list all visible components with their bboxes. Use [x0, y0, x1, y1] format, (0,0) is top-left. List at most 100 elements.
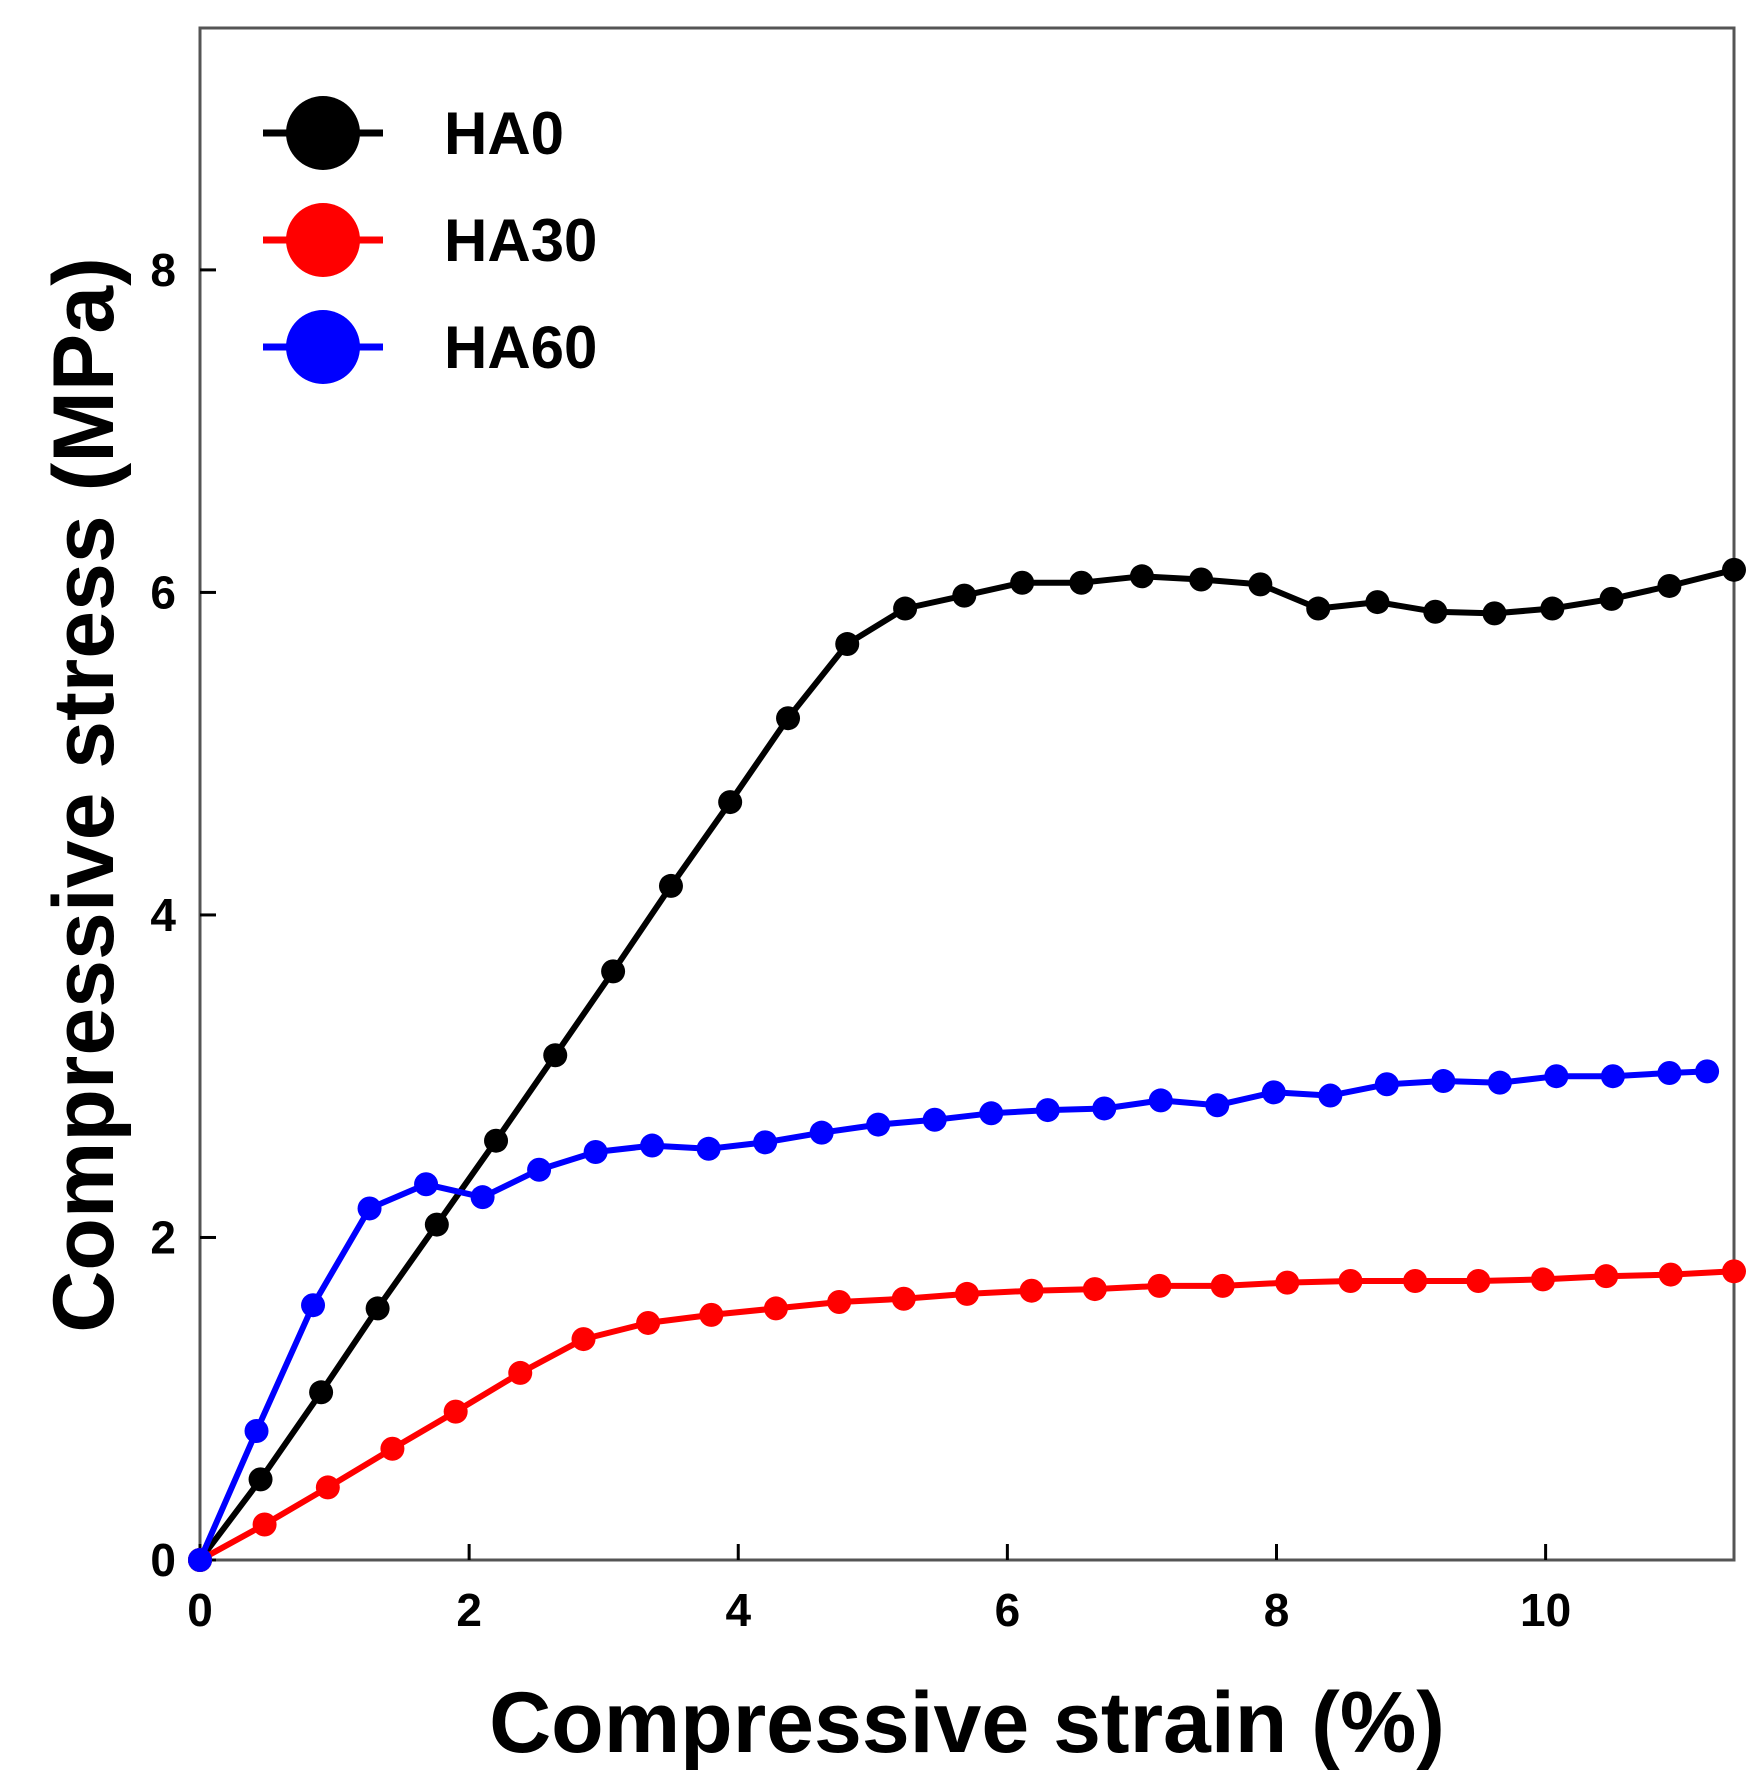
legend-item-ha60: HA60: [263, 310, 597, 384]
y-ticks: 0 2 4 6 8: [150, 244, 216, 1586]
data-point: [1210, 1273, 1235, 1298]
data-point: [365, 1296, 390, 1321]
data-point: [1248, 572, 1273, 597]
data-point: [718, 790, 743, 815]
data-point: [1466, 1269, 1491, 1294]
legend-item-ha0: HA0: [263, 96, 564, 170]
data-point: [658, 873, 683, 898]
data-point: [1306, 596, 1331, 621]
data-point: [1403, 1269, 1428, 1294]
data-point: [543, 1043, 568, 1068]
data-point: [188, 1548, 212, 1572]
data-point: [1431, 1069, 1456, 1094]
x-tick-label: 8: [1264, 1584, 1290, 1636]
data-point: [753, 1130, 778, 1155]
data-point: [893, 596, 918, 621]
data-point: [443, 1399, 468, 1424]
data-point: [827, 1289, 852, 1314]
data-point: [1657, 1060, 1682, 1085]
data-point: [301, 1293, 326, 1318]
data-point: [1129, 564, 1154, 589]
data-point: [380, 1436, 405, 1461]
data-point: [248, 1467, 273, 1492]
data-point: [1374, 1072, 1399, 1097]
data-point: [1010, 570, 1035, 595]
data-point: [309, 1380, 334, 1405]
x-tick-label: 6: [995, 1584, 1021, 1636]
x-tick-label: 4: [725, 1584, 751, 1636]
legend-marker: [286, 310, 360, 384]
legend-label: HA60: [444, 314, 597, 381]
data-point: [866, 1112, 891, 1137]
legend-marker: [286, 96, 360, 170]
data-point: [1275, 1270, 1300, 1295]
series-ha0: [188, 557, 1746, 1572]
data-point: [1069, 570, 1094, 595]
data-point: [776, 706, 801, 731]
x-tick-label: 0: [187, 1584, 213, 1636]
data-point: [922, 1107, 947, 1132]
data-point: [1082, 1277, 1107, 1302]
y-tick-label: 8: [150, 244, 176, 296]
data-point: [244, 1418, 269, 1443]
data-point: [1338, 1269, 1363, 1294]
data-point: [1019, 1278, 1044, 1303]
series-ha60: [188, 1059, 1720, 1572]
y-tick-label: 4: [150, 889, 176, 941]
x-ticks: 0 2 4 6 8 10: [187, 1544, 1571, 1636]
y-tick-label: 6: [150, 566, 176, 618]
data-point: [809, 1120, 834, 1145]
series-line-ha0: [197, 566, 1737, 1563]
data-point: [424, 1212, 449, 1237]
plot-frame: [198, 26, 1736, 1562]
data-point: [357, 1196, 382, 1221]
data-point: [979, 1101, 1004, 1126]
data-point: [1695, 1059, 1720, 1084]
data-point: [1189, 567, 1214, 592]
legend-item-ha30: HA30: [263, 203, 597, 277]
series-line-ha60: [197, 1068, 1711, 1563]
data-point: [1035, 1098, 1060, 1123]
data-point: [1722, 1259, 1746, 1284]
data-point: [699, 1302, 724, 1327]
data-point: [484, 1128, 509, 1153]
data-point: [1594, 1264, 1619, 1289]
data-point: [470, 1185, 495, 1210]
data-point: [952, 583, 977, 608]
data-point: [1261, 1080, 1286, 1105]
data-point: [955, 1281, 979, 1306]
data-point: [1487, 1070, 1512, 1095]
legend-label: HA30: [444, 207, 597, 274]
data-point: [1544, 1064, 1569, 1089]
x-tick-label: 2: [456, 1584, 482, 1636]
series-ha30: [188, 1259, 1746, 1572]
data-point: [601, 959, 626, 984]
data-point: [1530, 1267, 1555, 1292]
legend-label: HA0: [444, 100, 564, 167]
legend-marker: [286, 203, 360, 277]
data-point: [891, 1286, 916, 1311]
data-point: [1722, 557, 1746, 582]
data-point: [508, 1360, 533, 1385]
data-point: [636, 1310, 661, 1335]
data-point: [1147, 1273, 1172, 1298]
data-point: [315, 1475, 340, 1500]
data-point: [763, 1296, 788, 1321]
data-point: [640, 1133, 665, 1158]
data-point: [583, 1140, 608, 1165]
data-point: [527, 1157, 552, 1182]
x-axis-label: Compressive strain (%): [489, 1675, 1445, 1771]
data-point: [1365, 590, 1390, 615]
data-point: [1318, 1083, 1343, 1108]
data-point: [1540, 596, 1565, 621]
y-tick-label: 2: [150, 1211, 176, 1263]
data-point: [1423, 599, 1448, 624]
data-point: [1657, 573, 1682, 598]
y-tick-label: 0: [150, 1534, 176, 1586]
data-point: [835, 632, 860, 657]
data-point: [252, 1512, 277, 1537]
data-point: [1599, 586, 1624, 611]
series-line-ha30: [197, 1268, 1737, 1563]
x-tick-label: 10: [1520, 1584, 1571, 1636]
